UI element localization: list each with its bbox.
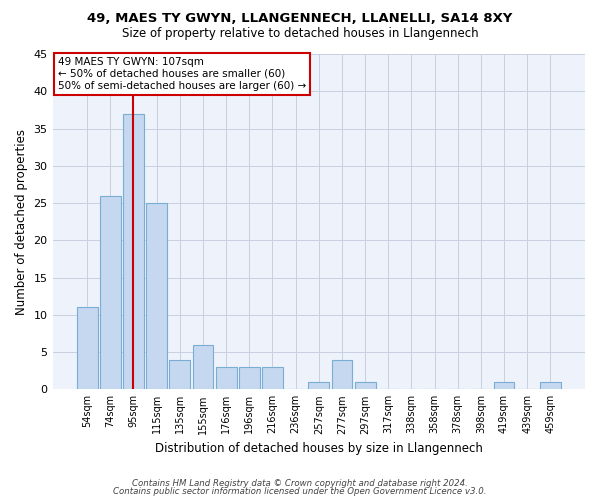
Text: Size of property relative to detached houses in Llangennech: Size of property relative to detached ho…: [122, 28, 478, 40]
Text: Contains public sector information licensed under the Open Government Licence v3: Contains public sector information licen…: [113, 487, 487, 496]
Text: 49, MAES TY GWYN, LLANGENNECH, LLANELLI, SA14 8XY: 49, MAES TY GWYN, LLANGENNECH, LLANELLI,…: [88, 12, 512, 26]
Bar: [308, 382, 329, 390]
Bar: [193, 344, 214, 390]
Text: Contains HM Land Registry data © Crown copyright and database right 2024.: Contains HM Land Registry data © Crown c…: [132, 478, 468, 488]
Bar: [332, 360, 352, 390]
Bar: [146, 203, 167, 390]
Y-axis label: Number of detached properties: Number of detached properties: [15, 128, 28, 314]
X-axis label: Distribution of detached houses by size in Llangennech: Distribution of detached houses by size …: [155, 442, 483, 455]
Bar: [123, 114, 144, 390]
Bar: [100, 196, 121, 390]
Bar: [239, 367, 260, 390]
Bar: [169, 360, 190, 390]
Bar: [262, 367, 283, 390]
Bar: [355, 382, 376, 390]
Bar: [494, 382, 514, 390]
Bar: [216, 367, 236, 390]
Text: 49 MAES TY GWYN: 107sqm
← 50% of detached houses are smaller (60)
50% of semi-de: 49 MAES TY GWYN: 107sqm ← 50% of detache…: [58, 58, 306, 90]
Bar: [540, 382, 561, 390]
Bar: [77, 308, 98, 390]
